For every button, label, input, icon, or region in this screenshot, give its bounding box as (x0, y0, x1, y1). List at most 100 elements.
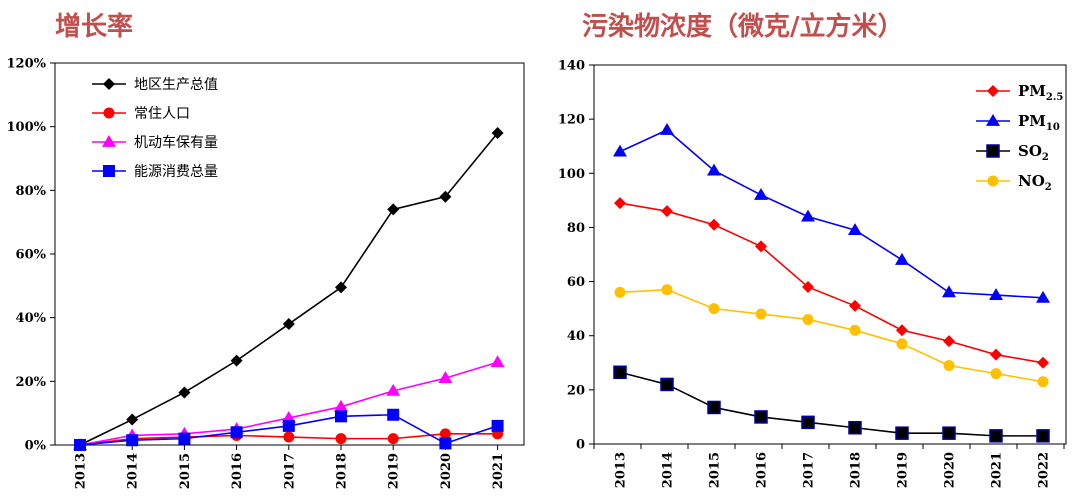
data-point (660, 377, 674, 392)
legend-label: PM10 (1018, 112, 1060, 133)
data-point (754, 187, 768, 200)
data-point (943, 335, 955, 348)
chart-pollution: 0 20 40 60 80 100 120 140 2013 2014 2015 2016 2017 20… (558, 59, 1067, 488)
series-2 (613, 365, 1050, 443)
data-point (282, 419, 295, 432)
data-point (334, 399, 348, 412)
x-tick-label: 2015 (178, 453, 193, 489)
legend-marker (103, 78, 115, 90)
chart-title-growth: 增长率 (55, 12, 134, 42)
x-tick-label: 2016 (755, 452, 770, 488)
data-point (491, 419, 504, 432)
legend-label: SO2 (1018, 142, 1049, 163)
y-tick-label: 0% (25, 439, 47, 454)
legend-marker (986, 114, 1000, 126)
data-point (848, 421, 862, 435)
chart-growth: 0% 20% 40% 60% 80% 100% 120% 2013 2014 2015 2016 20… (7, 57, 525, 489)
data-point (614, 197, 626, 210)
y-tick-label: 0 (576, 438, 585, 453)
series-line (619, 202, 1044, 364)
data-point (895, 426, 909, 440)
legend-label: PM2.5 (1018, 82, 1063, 103)
data-point (335, 281, 347, 294)
legend: PM2.5 PM10 SO2 NO2 (976, 82, 1063, 193)
data-point (802, 280, 814, 293)
x-tick-label: 2018 (849, 452, 864, 488)
data-point (438, 371, 453, 384)
data-point (989, 288, 1003, 301)
data-point (335, 433, 347, 445)
y-tick-label: 60% (16, 248, 47, 263)
data-point (126, 434, 139, 447)
series-line (619, 288, 1044, 383)
x-tick-label: 2014 (126, 453, 141, 489)
data-point (282, 318, 295, 331)
y-tick-label: 80% (16, 184, 47, 199)
data-point (178, 386, 191, 399)
legend-label: 地区生产总值 (134, 77, 218, 93)
series-line (619, 371, 1043, 437)
data-point (801, 209, 815, 222)
data-point (989, 429, 1003, 443)
data-point (660, 122, 674, 135)
y-tick-label: 100 (558, 167, 585, 182)
legend-label: 能源消费总量 (134, 164, 218, 180)
x-tick-label: 2021 (491, 453, 506, 489)
data-point (754, 410, 768, 424)
x-tick-label: 2013 (74, 453, 89, 489)
data-point (230, 354, 243, 367)
data-point (490, 355, 505, 368)
data-point (613, 144, 627, 157)
data-point (613, 365, 627, 380)
data-point (707, 163, 721, 176)
data-point (942, 285, 956, 298)
legend-marker (986, 144, 1000, 158)
legend-marker (987, 85, 999, 97)
plot-frame (593, 64, 1067, 445)
data-point (755, 240, 767, 253)
data-point (1036, 429, 1050, 443)
x-tick-label: 2013 (614, 452, 629, 488)
legend-label: 机动车保有量 (134, 134, 218, 151)
y-tick-label: 120 (558, 113, 585, 128)
legend-marker (103, 165, 115, 177)
x-tick-label: 2019 (896, 452, 911, 488)
series-3 (74, 408, 504, 451)
x-tick-label: 2020 (439, 453, 454, 489)
y-tick-label: 60 (567, 275, 585, 290)
data-point (387, 408, 400, 421)
data-point (895, 252, 909, 265)
series-1 (613, 122, 1050, 303)
y-tick-label: 20 (567, 383, 585, 398)
data-point (802, 313, 814, 325)
legend-marker (103, 107, 115, 119)
data-point (387, 433, 399, 445)
data-point (439, 428, 451, 440)
data-point (335, 410, 347, 423)
data-point (491, 127, 504, 140)
x-tick-label: 2017 (282, 453, 297, 489)
data-point (281, 410, 296, 423)
data-point (439, 437, 452, 450)
data-point (801, 415, 815, 430)
data-point (849, 299, 861, 312)
y-tick-label: 40% (16, 311, 47, 326)
x-tick-label: 2018 (335, 453, 350, 489)
legend-label: 常住人口 (134, 106, 190, 122)
x-tick-label: 2014 (661, 452, 676, 488)
data-point (283, 431, 295, 443)
legend-marker (987, 175, 999, 187)
series-line (619, 129, 1044, 299)
data-point (178, 432, 191, 445)
data-point (707, 400, 721, 415)
data-point (230, 426, 243, 439)
y-tick-label: 140 (558, 59, 585, 74)
y-tick-label: 120% (7, 57, 47, 72)
y-tick-label: 40 (567, 329, 585, 344)
data-point (74, 439, 86, 451)
data-point (126, 413, 139, 426)
data-point (1037, 356, 1049, 369)
data-point (661, 284, 673, 296)
x-tick-label: 2020 (943, 452, 958, 488)
